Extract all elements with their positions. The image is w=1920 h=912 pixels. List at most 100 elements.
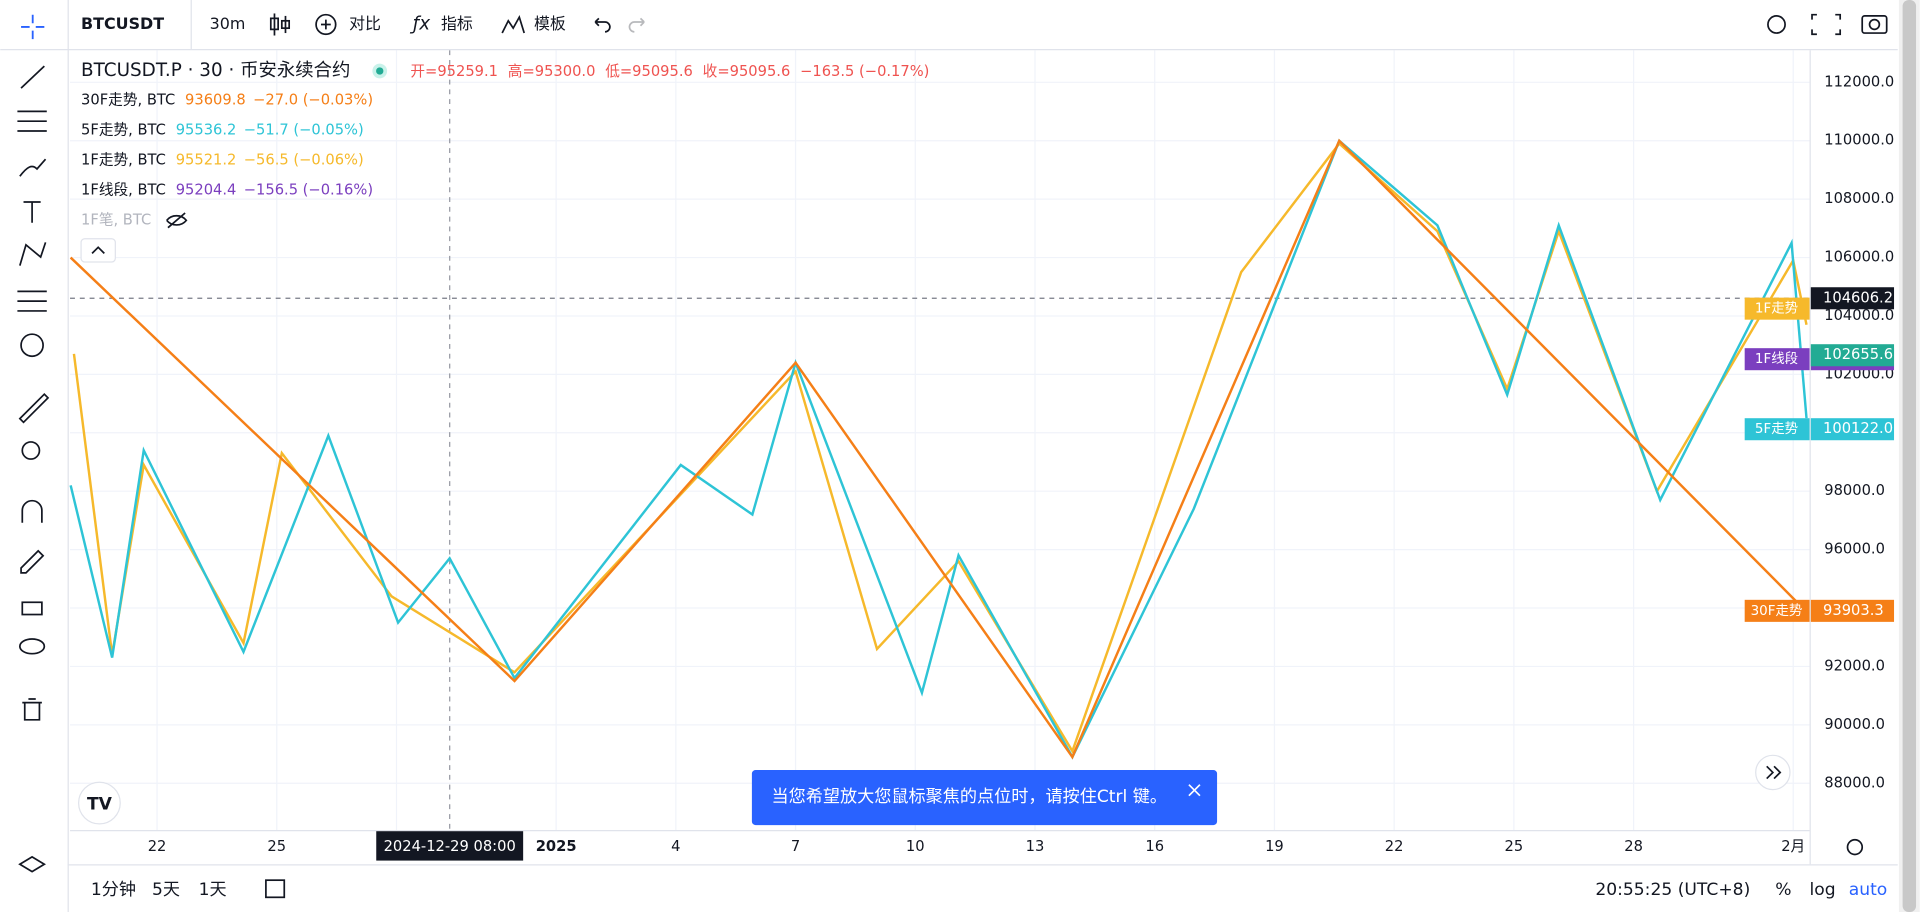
study-value: 93609.8 (185, 91, 246, 108)
y-tick-label: 98000.0 (1824, 482, 1885, 499)
price-badge-name-box (1744, 599, 1810, 622)
price-badge-name: 5F走势 (1755, 421, 1798, 437)
timezone-settings[interactable] (1846, 838, 1864, 856)
x-tick-label: 22 (148, 838, 167, 855)
undo-button[interactable] (594, 17, 611, 33)
fib-tool[interactable] (17, 110, 47, 132)
study-change: −51.7 (−0.05%) (244, 121, 364, 138)
bottom-toolbar: 1分钟 5天 1天 20:55:25 (UTC+8) % log auto (67, 864, 1898, 900)
logo[interactable] (77, 781, 121, 825)
y-tick-label: 108000.0 (1824, 190, 1894, 207)
price-badge-name-box (1744, 418, 1810, 441)
lock-tool[interactable] (21, 601, 43, 616)
templates-button[interactable]: 模板 (534, 14, 566, 33)
crosshair-tool[interactable] (21, 14, 45, 40)
clock: 20:55:25 (UTC+8) (1595, 880, 1750, 900)
x-tick-label: 13 (1026, 838, 1045, 855)
toast: 当您希望放大您鼠标聚焦的点位时，请按住Ctrl 键。 (751, 769, 1218, 826)
fullscreen-button[interactable] (1811, 13, 1842, 36)
ohlc-value: 收=95095.6 (703, 63, 791, 80)
indicator-icon: ƒx (410, 13, 431, 34)
screenshot-button[interactable] (1861, 15, 1888, 34)
study-change: −156.5 (−0.16%) (244, 181, 373, 198)
templates-icon (501, 14, 526, 34)
interval-button[interactable]: 30m (210, 14, 246, 33)
visibility-tool[interactable] (18, 638, 46, 655)
ohlc-value: −163.5 (−0.17%) (800, 63, 929, 80)
price-badge (1810, 287, 1895, 310)
ohlc-value: 开=95259.1 (410, 63, 498, 80)
price-badge-name-box (1744, 297, 1810, 320)
screenshot-icon (1868, 18, 1881, 31)
study-name: 1F笔, BTC (81, 211, 151, 228)
prediction-tool[interactable] (17, 290, 47, 312)
study-name: 30F走势, BTC (81, 91, 175, 108)
y-tick-label: 88000.0 (1824, 774, 1885, 791)
chart-style-button[interactable] (269, 13, 291, 36)
price-badge-value: 93903.3 (1823, 602, 1884, 619)
y-tick-label: 110000.0 (1824, 132, 1894, 149)
measure-tool[interactable] (18, 392, 50, 424)
toast-text: 当您希望放大您鼠标聚焦的点位时，请按住Ctrl 键。 (771, 787, 1167, 807)
symbol-button[interactable]: BTCUSDT (81, 14, 164, 33)
delete-tool[interactable] (22, 698, 42, 721)
trendline-tool[interactable] (20, 65, 45, 89)
x-tick-label: 2月 (1781, 838, 1805, 855)
compare-icon[interactable] (315, 13, 337, 36)
settings-button[interactable] (1767, 15, 1786, 34)
redo-button[interactable] (628, 17, 645, 33)
x-tick-label: 7 (791, 838, 800, 855)
range-button[interactable]: 5天 (152, 880, 180, 900)
study-legend: 1F笔, BTC (81, 211, 151, 228)
study-name: 5F走势, BTC (81, 121, 166, 138)
price-badge-value: 100122.0 (1823, 420, 1893, 437)
auto-toggle[interactable]: auto (1849, 880, 1888, 900)
x-tick-label: 2025 (536, 838, 577, 855)
compare-button[interactable]: 对比 (349, 14, 381, 33)
range-button[interactable]: 1分钟 (91, 880, 136, 900)
text-tool[interactable] (23, 201, 41, 223)
left-toolbar (17, 0, 69, 912)
price-badge (1810, 344, 1895, 367)
brush-tool[interactable] (19, 158, 47, 177)
object-tree-button[interactable] (18, 855, 46, 873)
range-button[interactable]: 1天 (199, 880, 227, 900)
magnet-tool[interactable] (21, 499, 43, 523)
date-range-button[interactable] (265, 879, 286, 899)
study-legend: 30F走势, BTC 93609.8 −27.0 (−0.03%) (81, 91, 373, 108)
collapse-legend-button[interactable] (80, 238, 116, 263)
x-tick-label: 19 (1265, 838, 1284, 855)
study-legend: 1F线段, BTC 95204.4 −156.5 (−0.16%) (81, 181, 373, 198)
y-tick-label: 106000.0 (1824, 249, 1894, 266)
scroll-icon (1766, 765, 1782, 780)
x-tick-label: 10 (906, 838, 925, 855)
study-change: −27.0 (−0.03%) (253, 91, 373, 108)
toast-close[interactable] (1188, 784, 1201, 797)
scrollbar-thumb[interactable] (1902, 0, 1917, 912)
legend-title: BTCUSDT.P · 30 · 币安永续合约 (81, 60, 350, 81)
log-toggle[interactable]: log (1810, 880, 1836, 900)
x-tick-label: 22 (1385, 838, 1404, 855)
compare-icon (320, 19, 331, 30)
percent-toggle[interactable]: % (1775, 880, 1791, 900)
y-tick-label: 104000.0 (1824, 307, 1894, 324)
study-change: −56.5 (−0.06%) (244, 151, 364, 168)
x-tick-label: 16 (1145, 838, 1164, 855)
pattern-tool[interactable] (19, 242, 47, 266)
price-badge-value: 102655.6 (1823, 346, 1893, 363)
x-tick-label: 25 (267, 838, 286, 855)
indicators-button[interactable]: 指标 (441, 14, 473, 33)
price-badge-name-box (1744, 348, 1810, 371)
price-badge-name: 30F走势 (1751, 603, 1803, 619)
collapse-icon (91, 246, 105, 255)
study-value: 95521.2 (176, 151, 237, 168)
price-badge-name: 1F走势 (1755, 301, 1798, 317)
zoom-tool[interactable] (21, 441, 41, 460)
lock-draw-tool[interactable] (20, 549, 45, 574)
ohlc-value: 高=95300.0 (508, 63, 596, 80)
emoji-tool[interactable] (20, 333, 44, 358)
logo-mark: TV (87, 794, 113, 814)
y-tick-label: 96000.0 (1824, 541, 1885, 558)
y-tick-label: 90000.0 (1824, 716, 1885, 733)
